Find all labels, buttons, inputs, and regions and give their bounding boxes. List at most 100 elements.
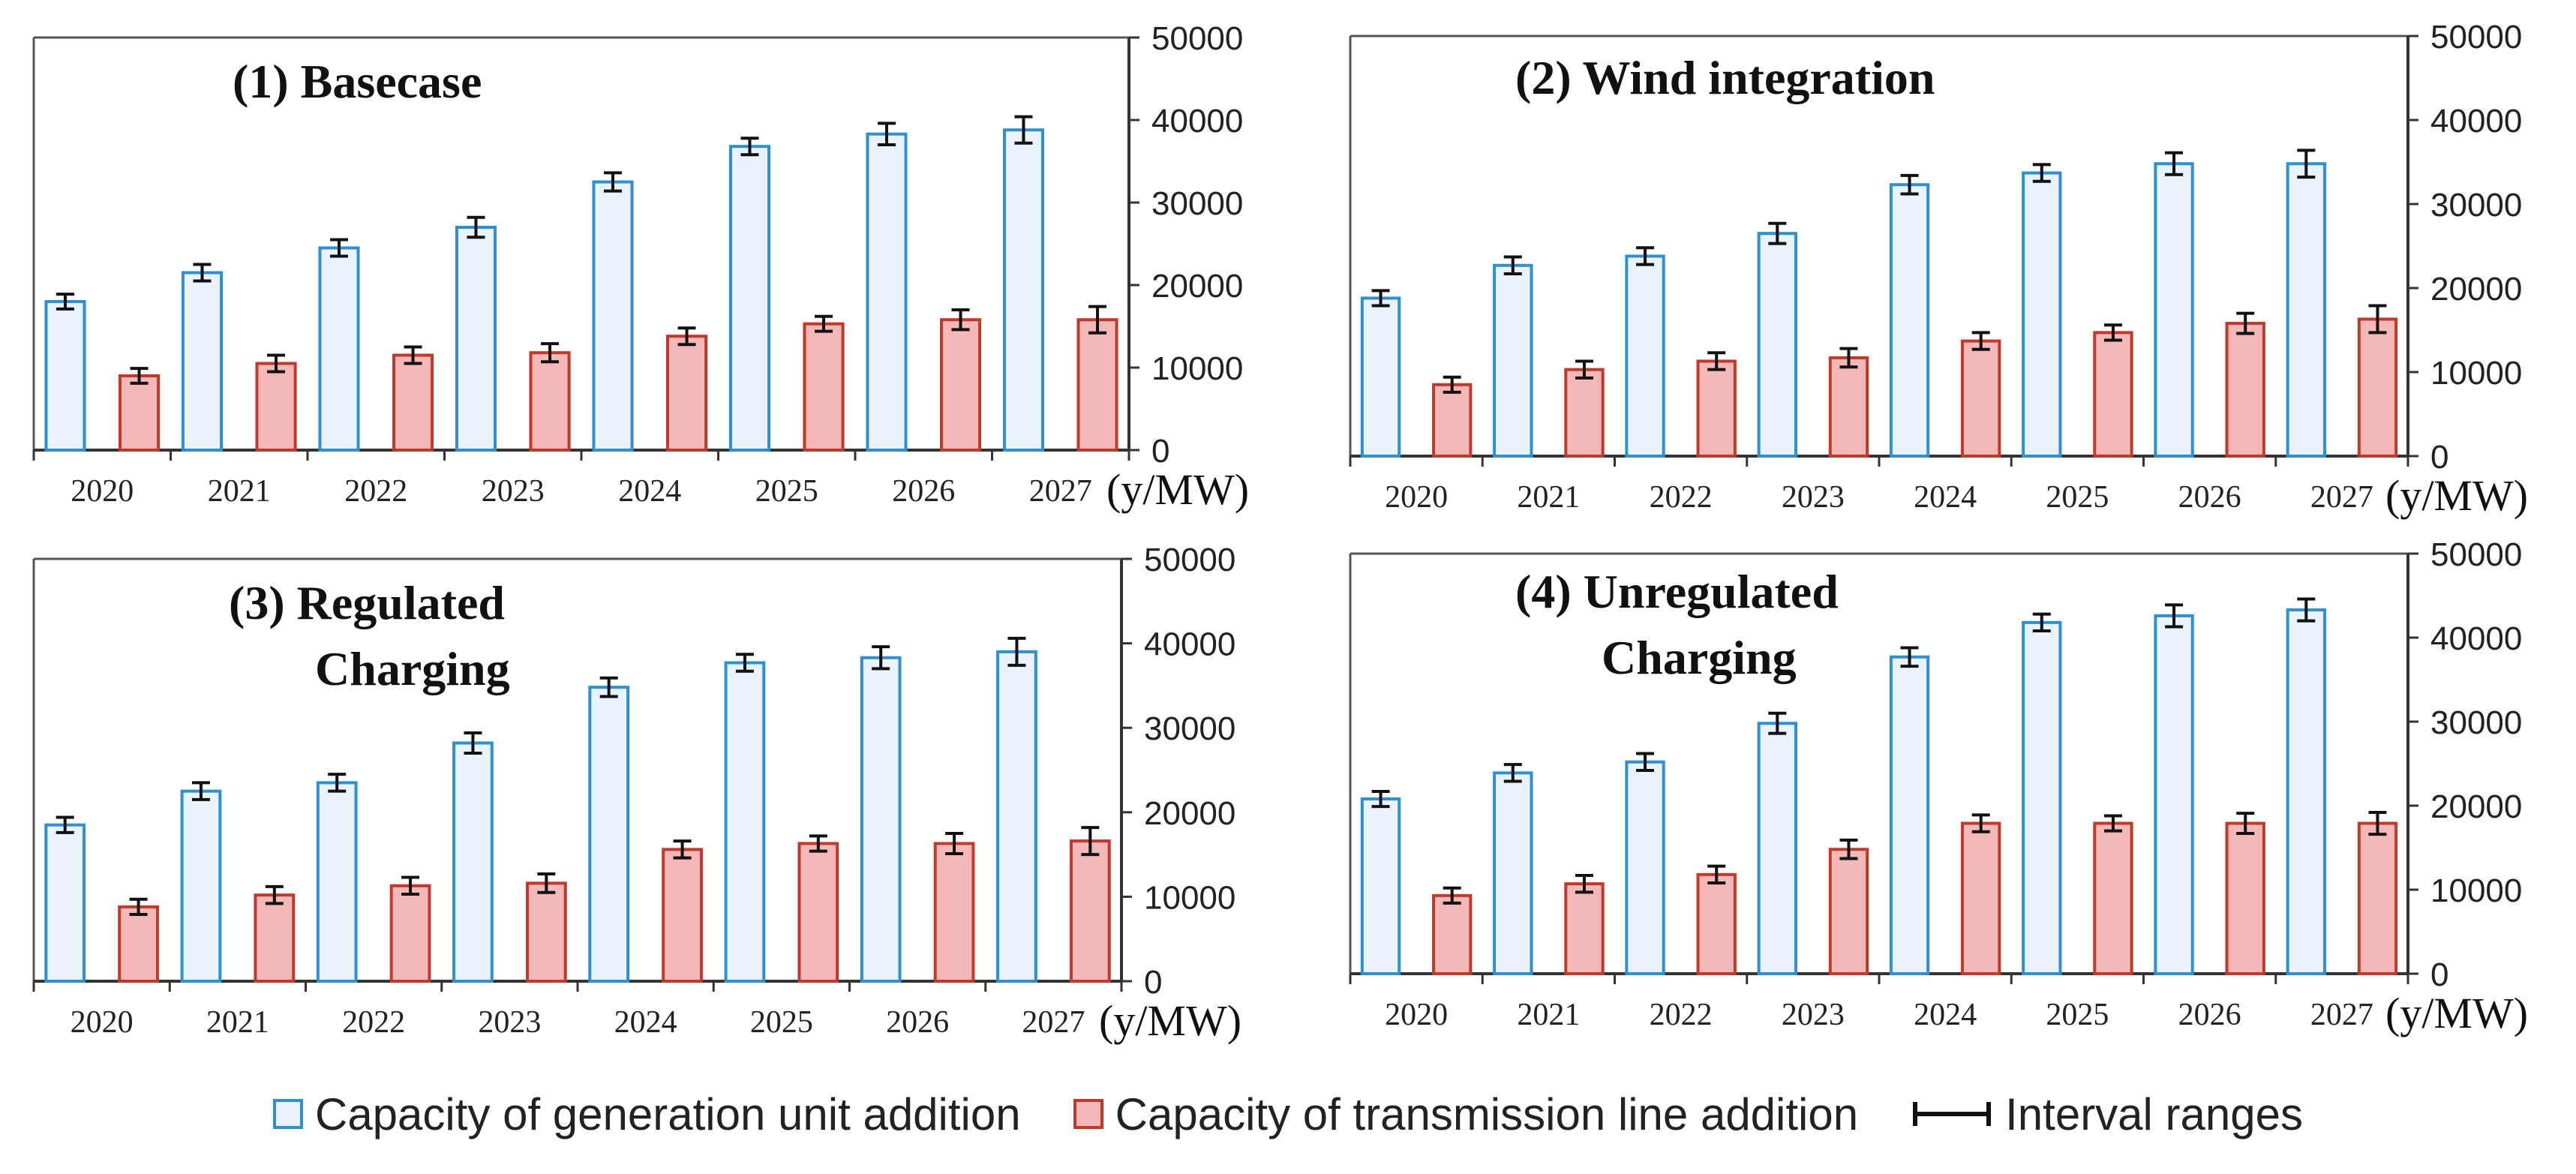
y-tick-label: 10000 (2430, 355, 2522, 392)
bar-generation (181, 271, 224, 452)
bar-transmission (2225, 322, 2265, 458)
x-tick-label: 2025 (755, 474, 818, 509)
bar-transmission (1696, 359, 1737, 458)
legend-item-transmission: Capacity of transmission line addition (1073, 1088, 1858, 1140)
x-tick-label: 2020 (1385, 998, 1448, 1032)
unit-label: (y/MW) (2385, 471, 2528, 520)
bar-transmission (529, 351, 571, 452)
y-tick-label: 40000 (1151, 103, 1243, 140)
bar-generation (44, 300, 86, 452)
chart-panel-4: 0 10000 20000 30000 40000 50000 2020 2021 2022 20… (1349, 536, 2528, 1037)
x-tick-label: 2026 (892, 474, 955, 509)
y-tick-label: 0 (2430, 439, 2448, 476)
y-tick-label: 10000 (2430, 872, 2522, 909)
bar-transmission (2225, 821, 2265, 976)
bar-transmission (1961, 821, 2001, 976)
bar-transmission (255, 362, 297, 452)
x-tick-label: 2023 (1782, 998, 1845, 1032)
y-tick-label: 40000 (2430, 620, 2522, 657)
y-tick-label: 10000 (1151, 350, 1243, 387)
y-tick-label: 0 (1151, 433, 1169, 470)
legend-item-interval: Interval ranges (1911, 1088, 2303, 1140)
bar-transmission (1432, 893, 1473, 975)
bar-generation (1757, 232, 1797, 458)
bar-generation (2286, 608, 2326, 975)
bar-generation (1889, 655, 1930, 975)
y-tick-label: 50000 (1151, 20, 1243, 57)
bar-generation (1493, 771, 1533, 975)
y-tick-label: 30000 (1144, 710, 1235, 747)
x-tick-label: 2025 (750, 1005, 813, 1040)
y-tick-label: 10000 (1144, 879, 1235, 916)
x-tick-label: 2022 (342, 1005, 405, 1040)
bar-transmission (2093, 821, 2133, 976)
bar-transmission (1069, 839, 1111, 983)
bar-generation (452, 741, 494, 983)
bar-transmission (2357, 821, 2398, 976)
bar-generation (2022, 620, 2062, 976)
x-tick-label: 2024 (618, 474, 681, 509)
y-tick-label: 30000 (1151, 185, 1243, 222)
x-tick-label: 2024 (614, 1005, 677, 1040)
y-tick-label: 30000 (2430, 187, 2522, 224)
x-tick-label: 2027 (2310, 998, 2373, 1032)
x-tick-label: 2026 (2178, 998, 2241, 1032)
x-tick-label: 2027 (1029, 474, 1092, 509)
interval-range-icon (1913, 1102, 1992, 1126)
bar-generation (1625, 254, 1665, 458)
bar-generation (44, 823, 86, 983)
bar-generation (1360, 296, 1401, 458)
legend-swatch-generation (272, 1099, 303, 1129)
bar-generation (1757, 722, 1797, 975)
bar-transmission (1076, 318, 1118, 452)
unit-label: (y/MW) (1106, 465, 1249, 514)
bar-transmission (662, 848, 703, 983)
unit-label: (y/MW) (2385, 989, 2528, 1037)
x-tick-label: 2025 (2046, 998, 2109, 1032)
x-tick-label: 2027 (1022, 1005, 1085, 1040)
x-tick-label: 2025 (2046, 480, 2109, 515)
x-tick-label: 2023 (1782, 480, 1845, 515)
x-tick-label: 2021 (206, 1005, 269, 1040)
bar-generation (2286, 162, 2326, 458)
chart-panel-3: 0 10000 20000 30000 40000 50000 2020 2021 2022 20… (32, 542, 1241, 1045)
x-tick-label: 2021 (208, 474, 271, 509)
bar-generation (2022, 171, 2062, 458)
bar-generation (180, 789, 222, 983)
bar-generation (728, 145, 771, 452)
bar-transmission (1696, 872, 1737, 975)
x-tick-label: 2020 (71, 474, 134, 509)
x-tick-label: 2023 (482, 474, 545, 509)
bar-transmission (118, 905, 159, 983)
bar-transmission (1828, 848, 1869, 975)
x-tick-label: 2021 (1517, 998, 1580, 1032)
bar-transmission (797, 842, 839, 983)
bar-generation (724, 661, 766, 983)
y-tick-label: 20000 (1151, 268, 1243, 305)
y-tick-label: 50000 (2430, 536, 2522, 573)
chart-title-line-2: Charging (315, 642, 510, 695)
bar-transmission (525, 881, 567, 983)
bar-generation (588, 686, 630, 983)
bar-generation (996, 650, 1037, 983)
y-tick-label: 50000 (1144, 542, 1235, 578)
bar-generation (318, 246, 360, 452)
bar-transmission (1828, 356, 1869, 458)
bar-generation (2154, 614, 2194, 975)
bar-generation (866, 132, 908, 452)
y-tick-label: 50000 (2430, 19, 2522, 56)
x-tick-label: 2022 (1650, 480, 1713, 515)
bar-generation (860, 656, 902, 983)
bar-generation (1360, 797, 1401, 976)
bar-transmission (2093, 331, 2133, 458)
chart-title: (2) Wind integration (1515, 51, 1935, 104)
bar-transmission (1564, 368, 1605, 458)
bar-generation (2154, 162, 2194, 458)
y-tick-label: 0 (2430, 956, 2448, 993)
x-tick-label: 2022 (344, 474, 407, 509)
bar-transmission (1432, 383, 1473, 458)
bar-generation (1889, 183, 1930, 458)
x-tick-label: 2026 (886, 1005, 949, 1040)
x-tick-label: 2022 (1650, 998, 1713, 1032)
